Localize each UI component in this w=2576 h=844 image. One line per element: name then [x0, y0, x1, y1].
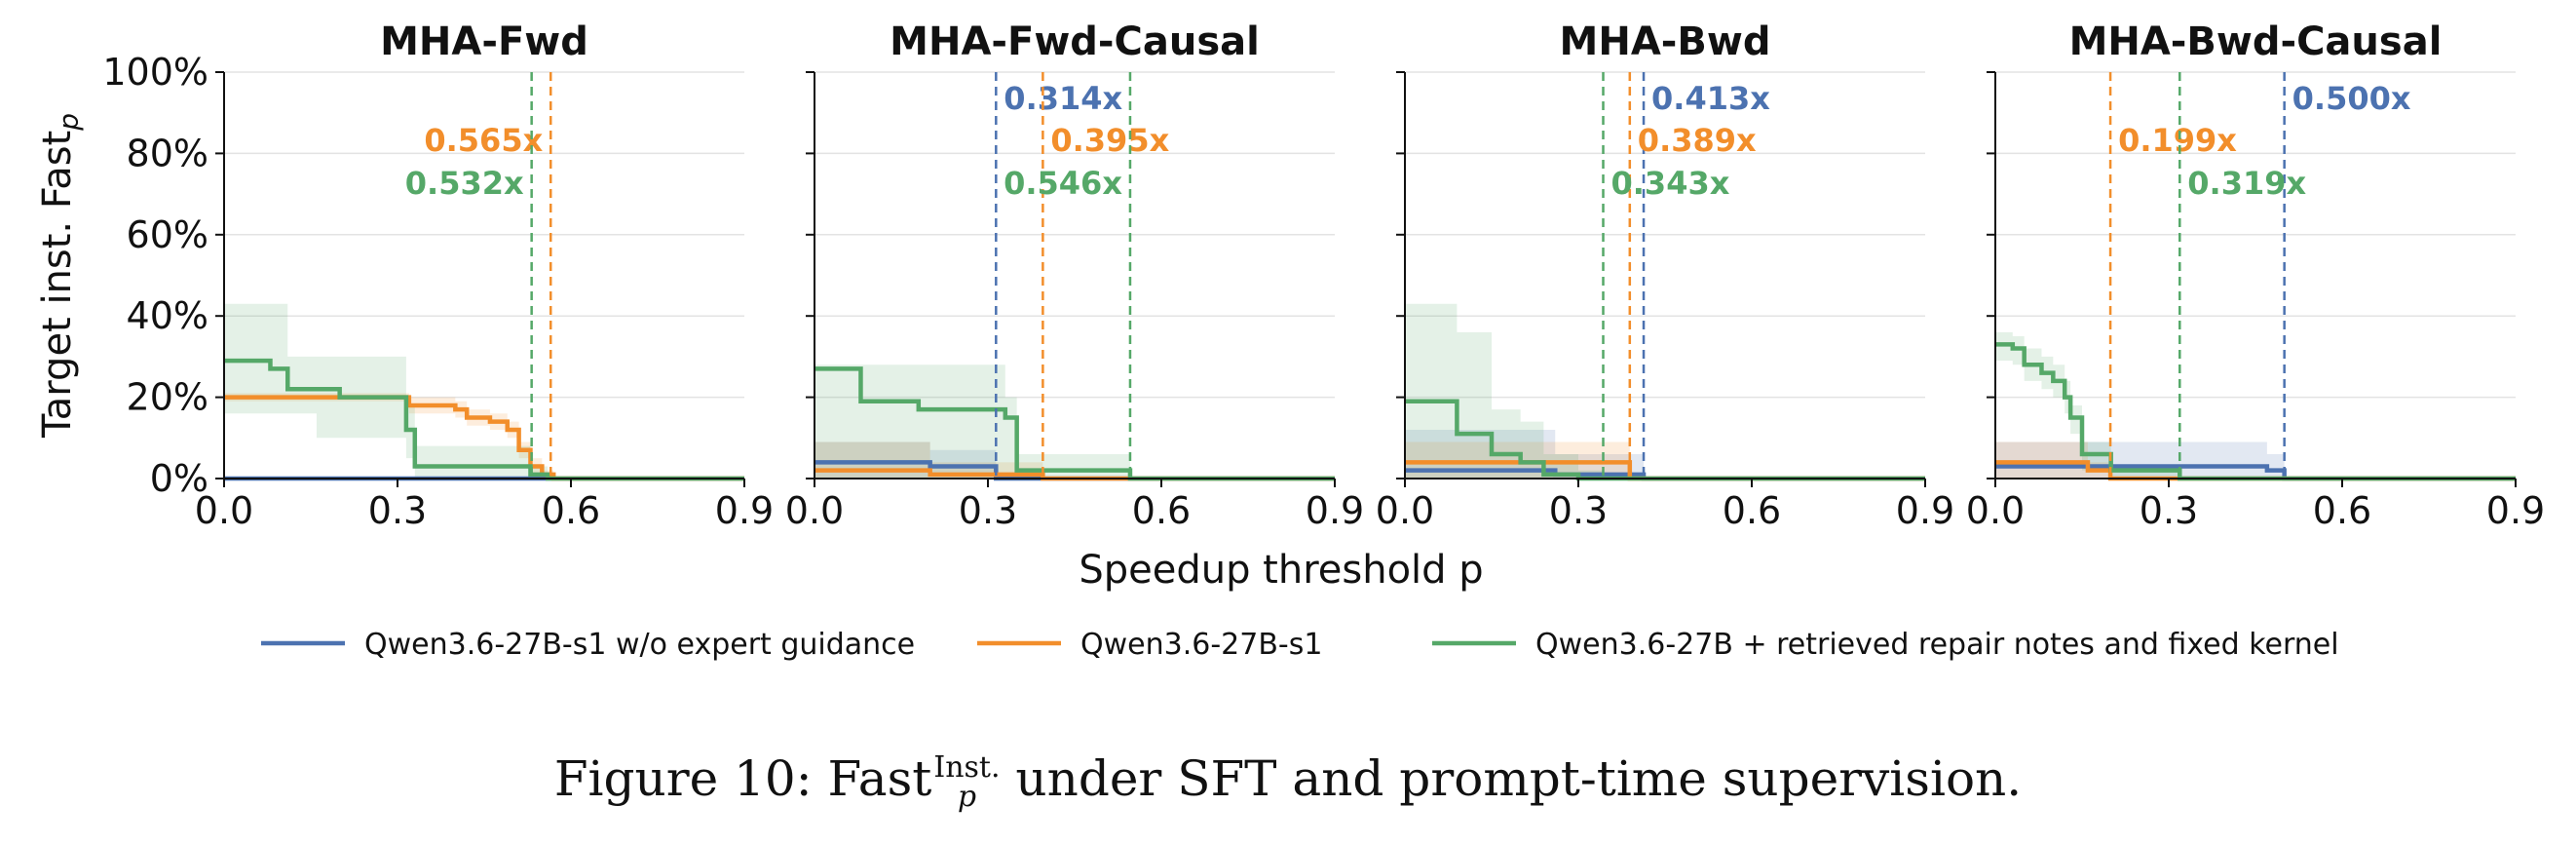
chart-panel-2: 0.314x 0.395x 0.546x 0.0 0.3 0.6 0.9 MHA-Fwd-Ca…: [785, 19, 1364, 532]
panel-title: MHA-Bwd: [1560, 19, 1771, 64]
series-line-2: [224, 395, 744, 481]
x-tick-label: 0.9: [2486, 489, 2545, 532]
x-tick-label: 0.9: [1306, 489, 1364, 532]
x-tick-label: 0.9: [1896, 489, 1954, 532]
y-tick-label: 60%: [127, 213, 208, 256]
threshold-label: 0.389x: [1638, 122, 1757, 159]
series-band-2: [1995, 441, 2516, 479]
series-band-3: [814, 364, 1335, 479]
x-tick-label: 0.3: [2140, 489, 2198, 532]
x-tick-label: 0.6: [1132, 489, 1191, 532]
chart-panel-3: 0.413x 0.389x 0.343x 0.0 0.3 0.6 0.9 MHA-Bwd: [1376, 19, 1954, 532]
threshold-label: 0.565x: [424, 122, 543, 159]
threshold-label: 0.343x: [1611, 165, 1730, 202]
legend: Qwen3.6-27B-s1 w/o expert guidance Qwen3.…: [261, 628, 2339, 662]
series-band-1: [1405, 429, 1925, 479]
legend-label-2: Qwen3.6-27B-s1: [1080, 628, 1322, 662]
x-axis-label: Speedup threshold p: [1079, 548, 1483, 593]
threshold-label: 0.532x: [405, 165, 524, 202]
series-band-1: [814, 441, 1335, 479]
x-tick-label: 0.6: [542, 489, 600, 532]
x-tick-label: 0.3: [1549, 489, 1608, 532]
panel-title: MHA-Fwd: [380, 19, 588, 64]
y-tick-label: 0%: [150, 457, 208, 500]
series-band-3: [1405, 303, 1925, 479]
x-tick-label: 0.6: [1723, 489, 1781, 532]
panel-title: MHA-Fwd-Causal: [890, 19, 1260, 64]
y-tick-label: 20%: [127, 376, 208, 419]
threshold-label: 0.413x: [1651, 80, 1770, 117]
caption-suffix: under SFT and prompt-time supervision.: [1000, 750, 2023, 807]
x-tick-label: 0.6: [2313, 489, 2371, 532]
x-tick-label: 0.0: [1966, 489, 2025, 532]
caption-prefix: Figure 10: Fast: [553, 750, 932, 807]
y-tick-label: 40%: [127, 294, 208, 337]
figure-caption: Figure 10: Fast Inst. p under SFT and prom…: [0, 750, 2576, 812]
x-tick-label: 0.3: [368, 489, 427, 532]
legend-label-1: Qwen3.6-27B-s1 w/o expert guidance: [364, 628, 915, 662]
x-tick-label: 0.0: [785, 489, 844, 532]
y-tick-label: 100%: [102, 51, 208, 94]
series-band-2: [224, 393, 744, 479]
series-band-3: [224, 303, 744, 479]
threshold-label: 0.314x: [1004, 80, 1122, 117]
x-tick-label: 0.0: [1376, 489, 1434, 532]
x-tick-label: 0.9: [715, 489, 774, 532]
chart-panel-4: 0.500x 0.199x 0.319x 0.0 0.3 0.6 0.9 MHA-Bwd-Ca…: [1966, 19, 2545, 532]
chart-panel-1: 0.565x 0.532x 0% 20% 40% 60% 80% 100% 0.0 0.3 0.6 0…: [35, 19, 774, 532]
caption-sup: Inst.: [933, 750, 1001, 785]
threshold-label: 0.319x: [2187, 165, 2306, 202]
panel-title: MHA-Bwd-Causal: [2069, 19, 2443, 64]
series-line-3: [1995, 342, 2516, 481]
x-tick-label: 0.3: [959, 489, 1017, 532]
y-axis-label: Target inst. Fastp: [35, 113, 85, 439]
caption-sub: p: [957, 780, 977, 814]
threshold-label: 0.199x: [2118, 122, 2237, 159]
y-tick-label: 80%: [127, 132, 208, 174]
legend-label-3: Qwen3.6-27B + retrieved repair notes and…: [1535, 628, 2339, 662]
series-line-3: [814, 366, 1335, 481]
threshold-label: 0.395x: [1050, 122, 1169, 159]
threshold-label: 0.500x: [2292, 80, 2411, 117]
series-band-2: [814, 441, 1335, 479]
threshold-label: 0.546x: [1004, 165, 1122, 202]
x-tick-label: 0.0: [195, 489, 253, 532]
